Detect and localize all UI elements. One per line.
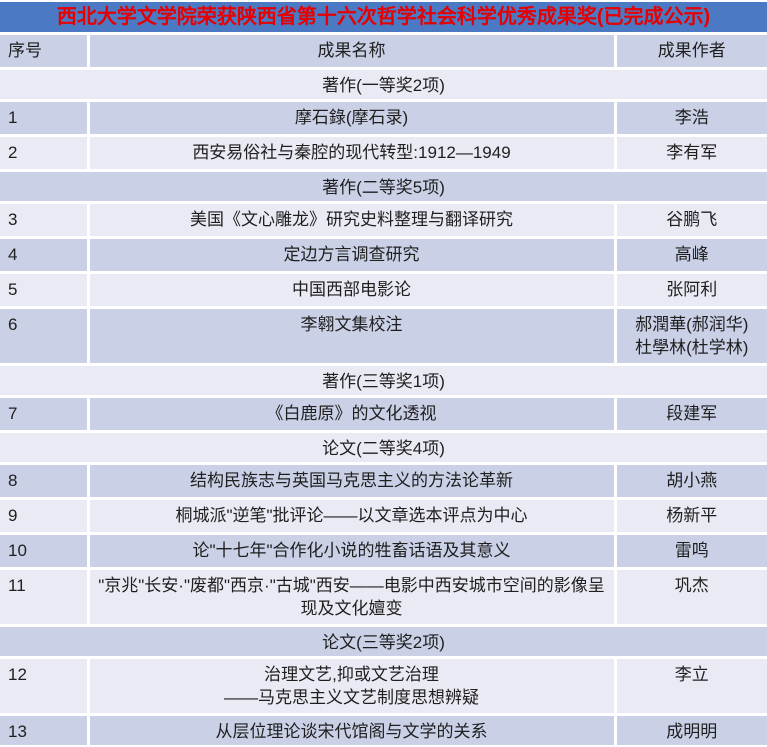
achievement-author-cell: 成明明 — [613, 713, 767, 747]
section-label: 论文(二等奖4项) — [0, 430, 767, 464]
achievement-author-cell: 雷鸣 — [613, 532, 767, 569]
table-row: 1 摩石錄(摩石录) 李浩 — [0, 99, 767, 136]
achievement-author-cell: 谷鹏飞 — [613, 201, 767, 238]
table-row: 2 西安易俗社与秦腔的现代转型:1912—1949 李有军 — [0, 134, 767, 171]
achievement-author-cell: 郝潤華(郝润华) 杜學林(杜学林) — [613, 306, 767, 365]
row-number-cell: 3 — [0, 201, 88, 238]
section-header-row: 著作(一等奖2项) — [0, 67, 767, 101]
table-row: 12 治理文艺,抑或文艺治理 ——马克思主义文艺制度思想辨疑 李立 — [0, 656, 767, 715]
achievement-name-cell: 西安易俗社与秦腔的现代转型:1912—1949 — [86, 134, 615, 171]
row-number-cell: 1 — [0, 99, 88, 136]
achievement-author-cell: 巩杰 — [613, 567, 767, 626]
column-header-name: 成果名称 — [86, 32, 615, 69]
section-label: 著作(一等奖2项) — [0, 67, 767, 101]
row-number-cell: 4 — [0, 236, 88, 273]
row-number-cell: 12 — [0, 656, 88, 715]
achievement-name-cell: 李翱文集校注 — [86, 306, 615, 365]
table-row: 13 从层位理论谈宋代馆阁与文学的关系 成明明 — [0, 713, 767, 747]
section-header-row: 论文(二等奖4项) — [0, 430, 767, 464]
section-header-row: 著作(二等奖5项) — [0, 169, 767, 203]
achievement-name-cell: 桐城派"逆笔"批评论——以文章选本评点为中心 — [86, 497, 615, 534]
table-row: 5 中国西部电影论 张阿利 — [0, 271, 767, 308]
achievement-name-cell: 中国西部电影论 — [86, 271, 615, 308]
row-number-cell: 5 — [0, 271, 88, 308]
achievement-name-cell: 美国《文心雕龙》研究史料整理与翻译研究 — [86, 201, 615, 238]
table-title-cell: 西北大学文学院荣获陕西省第十六次哲学社会科学优秀成果奖(已完成公示) — [0, 0, 767, 34]
row-number-cell: 13 — [0, 713, 88, 747]
achievement-author-cell: 高峰 — [613, 236, 767, 273]
table-row: 9 桐城派"逆笔"批评论——以文章选本评点为中心 杨新平 — [0, 497, 767, 534]
page-title: 西北大学文学院荣获陕西省第十六次哲学社会科学优秀成果奖(已完成公示) — [56, 6, 711, 28]
achievement-name-cell: 从层位理论谈宋代馆阁与文学的关系 — [86, 713, 615, 747]
achievement-name-cell: 《白鹿原》的文化透视 — [86, 395, 615, 432]
achievement-author-cell: 杨新平 — [613, 497, 767, 534]
table-row: 3 美国《文心雕龙》研究史料整理与翻译研究 谷鹏飞 — [0, 201, 767, 238]
table-row: 4 定边方言调查研究 高峰 — [0, 236, 767, 273]
section-header-row: 论文(三等奖2项) — [0, 624, 767, 658]
achievement-author-cell: 李浩 — [613, 99, 767, 136]
table-row: 6 李翱文集校注 郝潤華(郝润华) 杜學林(杜学林) — [0, 306, 767, 365]
achievement-author-cell: 李有军 — [613, 134, 767, 171]
table-row: 8 结构民族志与英国马克思主义的方法论革新 胡小燕 — [0, 462, 767, 499]
row-number-cell: 11 — [0, 567, 88, 626]
row-number-cell: 6 — [0, 306, 88, 365]
column-header-author: 成果作者 — [613, 32, 767, 69]
achievement-name-cell: 定边方言调查研究 — [86, 236, 615, 273]
achievement-name-cell: 摩石錄(摩石录) — [86, 99, 615, 136]
achievement-name-cell: "京兆"长安·"废都"西京·"古城"西安——电影中西安城市空间的影像呈现及文化嬗… — [86, 567, 615, 626]
section-header-row: 著作(三等奖1项) — [0, 363, 767, 397]
section-label: 著作(二等奖5项) — [0, 169, 767, 203]
column-header-row: 序号 成果名称 成果作者 — [0, 32, 767, 69]
row-number-cell: 7 — [0, 395, 88, 432]
row-number-cell: 2 — [0, 134, 88, 171]
row-number-cell: 10 — [0, 532, 88, 569]
column-header-no: 序号 — [0, 32, 88, 69]
row-number-cell: 9 — [0, 497, 88, 534]
achievement-name-cell: 治理文艺,抑或文艺治理 ——马克思主义文艺制度思想辨疑 — [86, 656, 615, 715]
achievement-author-cell: 张阿利 — [613, 271, 767, 308]
achievement-name-cell: 论"十七年"合作化小说的牲畜话语及其意义 — [86, 532, 615, 569]
row-number-cell: 8 — [0, 462, 88, 499]
table-row: 7 《白鹿原》的文化透视 段建军 — [0, 395, 767, 432]
section-label: 著作(三等奖1项) — [0, 363, 767, 397]
section-label: 论文(三等奖2项) — [0, 624, 767, 658]
table-row: 11 "京兆"长安·"废都"西京·"古城"西安——电影中西安城市空间的影像呈现及… — [0, 567, 767, 626]
achievement-author-cell: 胡小燕 — [613, 462, 767, 499]
achievement-author-cell: 李立 — [613, 656, 767, 715]
achievement-author-cell: 段建军 — [613, 395, 767, 432]
table-title-row: 西北大学文学院荣获陕西省第十六次哲学社会科学优秀成果奖(已完成公示) — [0, 0, 767, 34]
table-row: 10 论"十七年"合作化小说的牲畜话语及其意义 雷鸣 — [0, 532, 767, 569]
achievement-name-cell: 结构民族志与英国马克思主义的方法论革新 — [86, 462, 615, 499]
